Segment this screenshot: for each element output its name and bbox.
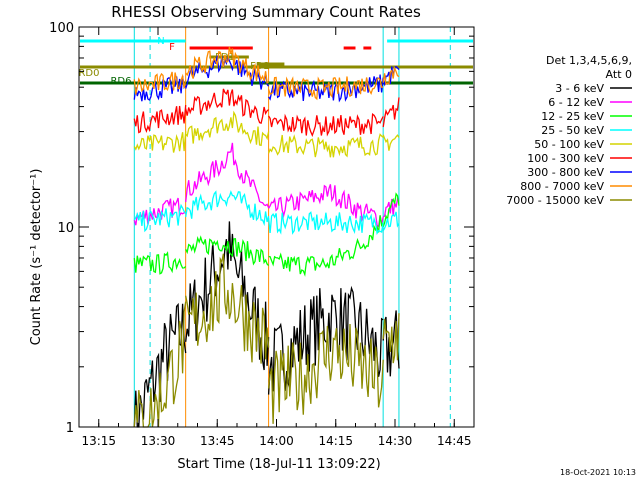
series-line	[185, 110, 270, 147]
series-100-300keV	[133, 88, 400, 138]
x-tick-label: 13:45	[200, 434, 235, 448]
series-line	[382, 192, 400, 227]
plot-area: NFFD1FD2RD0RD6	[78, 27, 473, 428]
legend-label: 3 - 6 keV	[555, 82, 604, 95]
series-line	[382, 313, 400, 364]
legend-label: 50 - 100 keV	[534, 138, 604, 151]
x-tick-label: 13:30	[141, 434, 176, 448]
series-line	[267, 211, 384, 236]
x-tick-label: 14:30	[378, 434, 413, 448]
legend-label: 12 - 25 keV	[541, 110, 604, 123]
series-line	[185, 88, 270, 124]
footer-timestamp: 18-Oct-2021 10:13	[560, 468, 636, 477]
series-line	[133, 71, 187, 95]
x-tick-label: 14:45	[437, 434, 472, 448]
legend-label: 100 - 300 keV	[527, 152, 604, 165]
series-line	[268, 112, 384, 138]
y-tick-label: 100	[49, 21, 74, 36]
series-line	[185, 55, 270, 90]
series-line	[268, 184, 384, 229]
flag-label-rd6: RD6	[110, 76, 131, 87]
series-25-50keV	[133, 190, 400, 236]
series-line	[185, 190, 270, 227]
series-line	[382, 134, 400, 151]
x-tick-label: 14:00	[259, 434, 294, 448]
series-line	[185, 235, 270, 267]
series-line	[133, 251, 187, 275]
flag-label-f: F	[169, 42, 175, 53]
series-line	[267, 76, 384, 101]
series-line	[133, 131, 187, 153]
series-7000-15000keV	[133, 253, 400, 428]
y-tick-label: 1	[66, 421, 74, 436]
legend-label: 6 - 12 keV	[548, 96, 604, 109]
series-50-100keV	[133, 110, 400, 158]
series-800-7000keV	[133, 46, 400, 101]
legend-label: 25 - 50 keV	[541, 124, 604, 137]
series-line	[267, 323, 384, 424]
series-line	[133, 105, 187, 134]
flag-label-n: N	[157, 36, 164, 47]
series-line	[382, 211, 400, 232]
series-line	[185, 253, 270, 364]
series-line	[382, 97, 400, 128]
flag-label-rd0: RD0	[78, 68, 99, 79]
series-line	[268, 215, 384, 277]
legend-label: 300 - 800 keV	[527, 166, 604, 179]
series-line	[382, 310, 400, 377]
x-tick-label: 14:15	[318, 434, 353, 448]
legend-header-attenuator: Att 0	[606, 68, 632, 81]
series-line	[133, 301, 187, 428]
legend-label: 800 - 7000 keV	[520, 180, 604, 193]
x-tick-label: 13:15	[81, 434, 116, 448]
x-axis-label: Start Time (18-Jul-11 13:09:22)	[177, 457, 380, 472]
y-axis-label: Count Rate (s⁻¹ detector⁻¹)	[29, 169, 44, 346]
series-line	[267, 133, 384, 158]
series-line	[133, 203, 187, 233]
series-line	[382, 65, 400, 86]
chart-title: RHESSI Observing Summary Count Rates	[111, 3, 421, 21]
y-tick-label: 10	[57, 221, 74, 236]
legend-header-detectors: Det 1,3,4,5,6,9,	[546, 54, 632, 67]
series-line	[185, 46, 269, 84]
series-line	[185, 142, 270, 208]
series-line	[185, 221, 270, 371]
axes: 13:15 13:30 13:45 14:00 14:15 14:30 14:45 1 10 10…	[49, 21, 475, 448]
legend-label: 7000 - 15000 keV	[506, 194, 604, 207]
series-12-25keV	[133, 192, 400, 277]
